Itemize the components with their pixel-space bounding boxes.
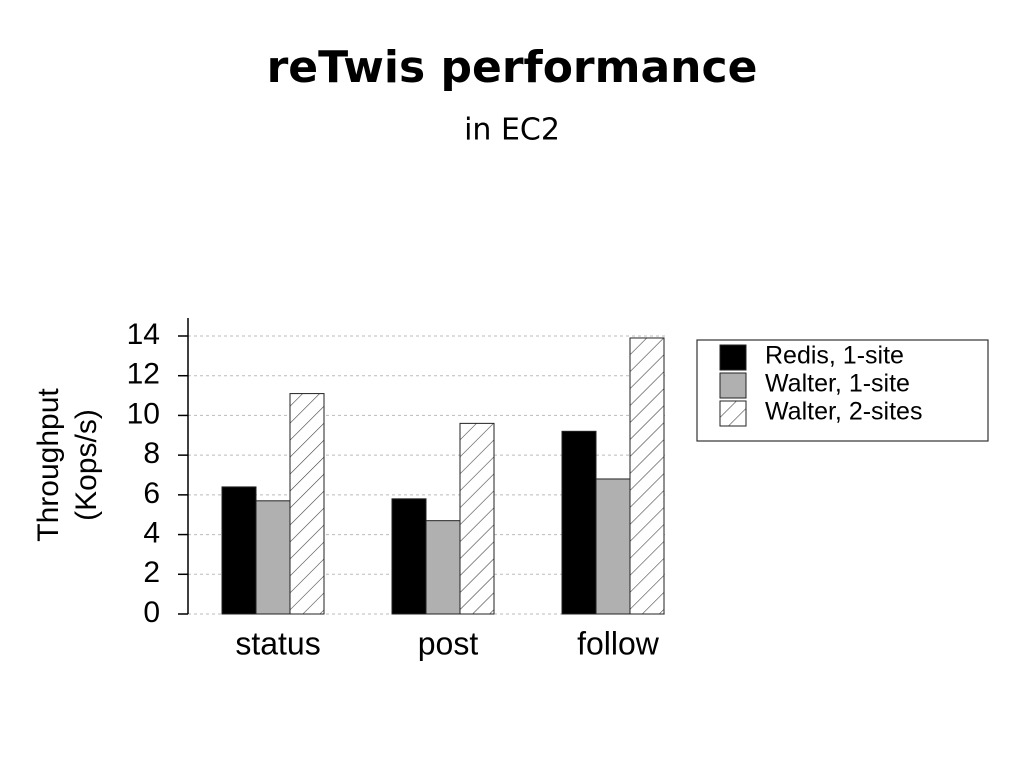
legend-label: Walter, 2-sites	[765, 398, 922, 426]
y-tick-label: 4	[143, 516, 160, 549]
chart-title: reTwis performance	[267, 42, 758, 93]
y-tick-label: 10	[127, 397, 160, 430]
bar	[391, 498, 427, 615]
x-tick-label: follow	[577, 625, 660, 661]
y-tick-label: 2	[143, 556, 160, 589]
chart-subtitle: in EC2	[464, 113, 560, 148]
bar	[255, 500, 291, 615]
legend-label: Redis, 1-site	[765, 342, 904, 370]
x-tick-label: post	[418, 625, 479, 661]
legend-label: Walter, 1-site	[765, 370, 910, 398]
bar	[425, 520, 461, 615]
bar	[629, 337, 665, 615]
bar	[289, 393, 325, 615]
bar	[221, 486, 257, 615]
legend-swatch	[719, 372, 747, 399]
x-tick-label: status	[235, 625, 320, 661]
bar	[561, 430, 597, 615]
y-axis-label: (Kops/s)	[70, 409, 103, 521]
y-tick-label: 6	[143, 477, 160, 510]
y-tick-label: 14	[127, 318, 160, 351]
bar	[459, 422, 495, 615]
y-tick-label: 8	[143, 437, 160, 470]
y-tick-label: 0	[143, 596, 160, 629]
y-axis-label: Throughput	[32, 388, 65, 542]
legend-swatch	[719, 344, 747, 371]
y-tick-label: 12	[127, 358, 160, 391]
bar	[595, 478, 631, 615]
legend-swatch	[719, 400, 747, 427]
